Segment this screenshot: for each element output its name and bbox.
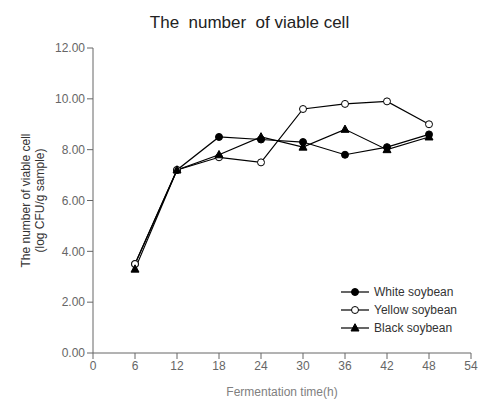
svg-text:2.00: 2.00 xyxy=(62,295,86,309)
svg-text:24: 24 xyxy=(254,359,268,373)
svg-text:6.00: 6.00 xyxy=(62,194,86,208)
svg-text:Fermentation time(h): Fermentation time(h) xyxy=(226,385,337,399)
svg-text:30: 30 xyxy=(296,359,310,373)
svg-text:0: 0 xyxy=(90,359,97,373)
svg-text:12.00: 12.00 xyxy=(55,41,85,55)
html-text:White soybean: White soybean xyxy=(374,285,454,299)
svg-text:0.00: 0.00 xyxy=(62,346,86,360)
svg-text:18: 18 xyxy=(212,359,226,373)
svg-text:The number of viable cell(log: The number of viable cell(log CFU/g samp… xyxy=(19,133,47,267)
svg-text:54: 54 xyxy=(464,359,478,373)
svg-text:36: 36 xyxy=(338,359,352,373)
svg-text:8.00: 8.00 xyxy=(62,143,86,157)
svg-text:10.00: 10.00 xyxy=(55,92,85,106)
svg-text:6: 6 xyxy=(132,359,139,373)
svg-text:12: 12 xyxy=(170,359,184,373)
svg-text:4.00: 4.00 xyxy=(62,245,86,259)
svg-text:42: 42 xyxy=(380,359,394,373)
html-text:The number of viable cell: The number of viable cell xyxy=(149,13,350,32)
html-text:Yellow soybean: Yellow soybean xyxy=(374,303,457,317)
html-text:Black soybean: Black soybean xyxy=(374,321,453,335)
svg-text:48: 48 xyxy=(422,359,436,373)
